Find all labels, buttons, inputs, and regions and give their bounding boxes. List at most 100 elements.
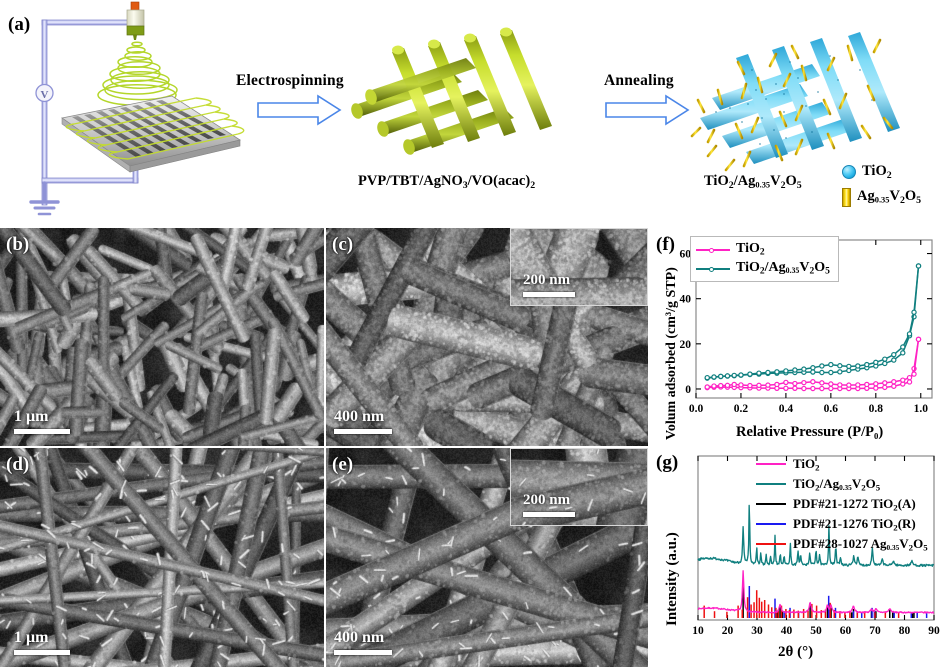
collector-plate — [61, 95, 245, 173]
panel-g-tag: (g) — [656, 452, 679, 473]
sem-d-canvas — [0, 448, 324, 667]
isotherm-x-axis-title: Relative Pressure (P/P₀) — [736, 424, 884, 440]
xrd-legend-item-1: TiO2/Ag0.35V2O5 — [756, 474, 928, 494]
xrd-legend-label-1: TiO2/Ag0.35V2O5 — [793, 475, 881, 493]
panel-e-tag: (e) — [332, 454, 354, 475]
isotherm-legend-swatch-tio2 — [696, 247, 730, 253]
electrospinning-label: Electrospinning — [236, 72, 344, 89]
panel-b-scalebar-line — [14, 429, 70, 434]
panel-b-sem-image: (b) 1 μm — [0, 228, 324, 446]
xrd-legend-swatch-4 — [756, 543, 786, 545]
svg-text:60: 60 — [680, 249, 692, 261]
sem-b-canvas — [0, 228, 324, 446]
xrd-legend-swatch-1 — [756, 483, 786, 485]
svg-text:0.0: 0.0 — [689, 403, 704, 415]
precursor-label: PVP/TBT/AgNO3/VO(acac)2 — [358, 173, 536, 191]
xrd-legend-label-2: PDF#21-1272 TiO2(A) — [793, 495, 916, 513]
xrd-svg: 10 20 30 40 50 60 70 80 90 — [692, 455, 940, 637]
panel-c-inset-scalebar-line — [523, 292, 575, 297]
xrd-y-axis-title: Intensity (a.u.) — [664, 532, 680, 626]
legend-label-tio2: TiO2 — [862, 163, 892, 181]
svg-text:30: 30 — [751, 625, 763, 637]
svg-text:V: V — [41, 89, 49, 101]
panel-c-scalebar-line — [334, 429, 392, 434]
panel-e-scalebar: 400 nm — [334, 629, 392, 655]
isotherm-legend: TiO2 TiO2/Ag0.35V2O5 — [690, 236, 839, 282]
agvo-rod-icon — [842, 187, 851, 207]
svg-text:80: 80 — [899, 625, 911, 637]
electrospinning-jet — [97, 41, 178, 106]
annealing-arrow-icon — [605, 94, 690, 126]
panel-f-tag: (f) — [656, 234, 675, 255]
isotherm-legend-item-tio2: TiO2 — [696, 240, 830, 259]
panel-c-inset: 200 nm — [510, 228, 648, 306]
schematic-legend: TiO2 Ag0.35V2O5 — [842, 163, 921, 214]
xrd-legend-label-0: TiO2 — [793, 455, 820, 473]
xrd-x-axis-title: 2θ (°) — [778, 644, 814, 660]
isotherm-svg: 0.0 0.2 0.4 0.6 0.8 1.0 0 20 40 60 — [680, 239, 933, 415]
svg-text:1.0: 1.0 — [914, 403, 929, 415]
svg-text:20: 20 — [680, 339, 692, 351]
xrd-legend-item-2: PDF#21-1272 TiO2(A) — [756, 494, 928, 514]
legend-item-agvo: Ag0.35V2O5 — [842, 187, 921, 207]
panel-c-inset-scalebar-text: 200 nm — [523, 272, 571, 288]
xrd-legend-item-4: PDF#28-1027 Ag0.35V2O5 — [756, 534, 928, 554]
panel-e-scalebar-line — [334, 650, 392, 655]
annealing-label: Annealing — [604, 72, 674, 89]
xrd-legend-label-3: PDF#21-1276 TiO2(R) — [793, 515, 916, 533]
svg-text:40: 40 — [680, 294, 692, 306]
panel-a-tag: (a) — [8, 14, 31, 35]
electrospinning-arrow-icon — [257, 94, 342, 126]
svg-text:0.4: 0.4 — [779, 403, 794, 415]
xrd-legend-item-3: PDF#21-1276 TiO2(R) — [756, 514, 928, 534]
isotherm-legend-label-tio2: TiO2 — [736, 241, 765, 258]
panel-d-sem-image: (d) 1 μm — [0, 448, 324, 667]
svg-text:0.8: 0.8 — [869, 403, 884, 415]
isotherm-legend-label-composite: TiO2/Ag0.35V2O5 — [736, 260, 830, 277]
panel-c-inset-scalebar: 200 nm — [523, 272, 575, 297]
xrd-legend-label-4: PDF#28-1027 Ag0.35V2O5 — [793, 535, 928, 553]
svg-text:70: 70 — [869, 625, 881, 637]
panel-c-sem-image: (c) 200 nm 400 nm — [326, 228, 648, 446]
xrd-legend-swatch-0 — [756, 463, 786, 465]
panel-d-tag: (d) — [6, 454, 30, 475]
svg-text:60: 60 — [840, 625, 852, 637]
isotherm-legend-swatch-composite — [696, 266, 730, 272]
svg-text:0.6: 0.6 — [824, 403, 839, 415]
panel-e-inset-scalebar: 200 nm — [523, 492, 575, 517]
panel-b-scalebar-text: 1 μm — [14, 408, 49, 425]
panel-c-scalebar-text: 400 nm — [334, 408, 385, 425]
xrd-legend-swatch-3 — [756, 523, 786, 525]
schematic-svg: V — [29, 1, 900, 216]
xrd-legend-swatch-2 — [756, 503, 786, 505]
panel-b-scalebar: 1 μm — [14, 408, 70, 434]
svg-text:90: 90 — [928, 625, 940, 637]
svg-text:10: 10 — [692, 625, 704, 637]
panel-e-inset: 200 nm — [510, 448, 648, 526]
syringe-icon — [126, 1, 145, 40]
xrd-legend: TiO2 TiO2/Ag0.35V2O5 PDF#21-1272 TiO2(A)… — [756, 454, 928, 554]
product-label: TiO2/Ag0.35V2O5 — [704, 173, 802, 191]
voltmeter-icon: V — [35, 83, 54, 103]
svg-text:40: 40 — [781, 625, 793, 637]
panel-b-tag: (b) — [6, 234, 30, 255]
panel-d-scalebar-line — [14, 650, 70, 655]
isotherm-y-axis-title: Volum adsorbed (cm³/g STP) — [664, 267, 679, 440]
svg-text:50: 50 — [810, 625, 822, 637]
svg-text:20: 20 — [722, 625, 734, 637]
product-network — [690, 32, 900, 172]
legend-item-tio2: TiO2 — [842, 163, 921, 181]
precursor-mesh — [351, 27, 552, 155]
panel-e-inset-scalebar-text: 200 nm — [523, 492, 571, 508]
panel-e-scalebar-text: 400 nm — [334, 629, 385, 646]
tio2-sphere-icon — [842, 164, 856, 179]
panel-a-schematic: V — [0, 0, 946, 225]
panel-e-sem-image: (e) 200 nm 400 nm — [326, 448, 648, 667]
panel-d-scalebar-text: 1 μm — [14, 629, 49, 646]
ground-icon — [29, 181, 60, 216]
svg-text:0: 0 — [685, 384, 691, 396]
panel-c-tag: (c) — [332, 234, 354, 255]
isotherm-legend-item-composite: TiO2/Ag0.35V2O5 — [696, 259, 830, 278]
panel-e-inset-scalebar-line — [523, 512, 575, 517]
